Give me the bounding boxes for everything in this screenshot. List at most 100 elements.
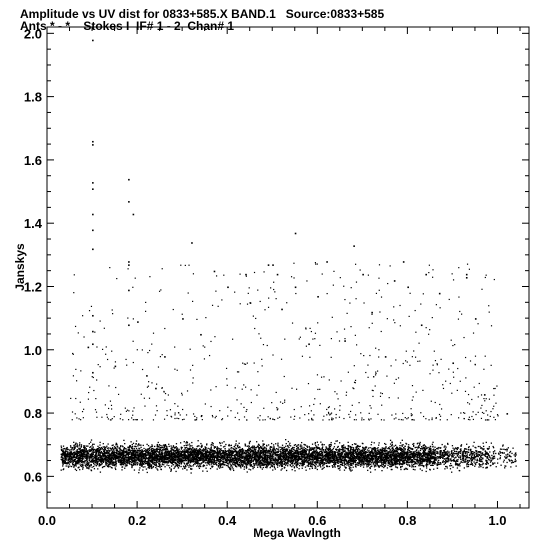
data-point <box>296 453 298 455</box>
data-point <box>79 447 81 450</box>
data-point <box>366 456 368 459</box>
data-point <box>372 448 374 450</box>
data-point <box>345 451 347 453</box>
data-point <box>355 446 357 448</box>
data-point <box>235 453 237 455</box>
data-point <box>81 465 83 468</box>
data-point <box>84 446 86 449</box>
data-point <box>306 458 308 460</box>
data-point <box>230 449 232 451</box>
data-point <box>88 457 90 459</box>
data-point <box>72 463 74 466</box>
data-point <box>369 471 372 473</box>
data-point <box>80 459 82 462</box>
data-point <box>68 449 71 451</box>
data-point <box>80 451 83 453</box>
data-point <box>468 446 470 448</box>
data-point <box>140 457 143 459</box>
data-point <box>262 457 265 460</box>
data-point <box>319 448 321 451</box>
data-point <box>221 449 223 452</box>
data-point <box>462 457 465 460</box>
data-point <box>341 456 343 458</box>
data-point <box>408 456 411 459</box>
data-point <box>333 463 335 466</box>
data-point <box>486 447 489 450</box>
data-point <box>303 455 305 458</box>
data-point <box>318 462 320 464</box>
data-point <box>69 465 71 467</box>
data-point <box>378 442 380 444</box>
data-point <box>251 458 253 460</box>
data-point <box>135 452 137 455</box>
data-point <box>419 441 421 444</box>
data-point <box>262 459 264 461</box>
data-point <box>380 459 383 461</box>
data-point <box>361 464 363 466</box>
data-point <box>284 456 286 458</box>
data-point <box>429 445 432 448</box>
data-point <box>170 453 172 455</box>
data-point <box>122 459 125 461</box>
data-point <box>99 447 102 449</box>
data-point <box>357 453 359 455</box>
data-point <box>175 464 178 466</box>
data-point <box>355 452 358 454</box>
data-point <box>83 454 86 456</box>
data-point <box>329 461 332 463</box>
data-point <box>67 456 69 458</box>
data-point <box>355 447 357 449</box>
data-point <box>261 468 264 470</box>
data-point <box>364 447 366 449</box>
data-point <box>352 452 354 454</box>
data-point <box>432 460 435 463</box>
data-point <box>386 458 388 461</box>
data-point <box>368 464 370 466</box>
data-point <box>373 459 375 461</box>
data-point <box>452 453 454 455</box>
data-point <box>449 462 452 465</box>
data-point <box>157 446 159 448</box>
data-point <box>449 459 451 461</box>
data-point <box>269 456 271 458</box>
data-point <box>148 462 151 464</box>
data-point <box>327 449 330 452</box>
data-point <box>434 463 436 465</box>
data-point <box>122 464 125 466</box>
data-point <box>260 446 262 448</box>
data-point <box>315 467 317 469</box>
data-point <box>65 449 67 451</box>
data-point <box>368 451 371 453</box>
data-point <box>398 449 400 451</box>
data-point <box>155 461 158 463</box>
data-point <box>163 458 166 460</box>
data-point <box>209 450 211 452</box>
data-point <box>414 469 416 471</box>
data-point <box>343 461 346 464</box>
data-point <box>379 456 381 459</box>
data-point <box>491 454 493 457</box>
data-point <box>337 451 339 453</box>
data-point <box>356 456 358 459</box>
data-point <box>457 464 459 467</box>
data-point <box>210 458 212 461</box>
data-point <box>327 452 330 455</box>
data-point <box>281 447 283 449</box>
data-point <box>85 449 88 451</box>
data-point <box>270 457 272 459</box>
data-point <box>74 468 77 470</box>
data-point <box>236 461 239 463</box>
data-point <box>76 445 78 447</box>
data-point <box>131 466 133 469</box>
data-point <box>77 457 79 459</box>
data-point <box>415 458 417 461</box>
data-point <box>475 451 477 453</box>
data-point <box>161 462 164 464</box>
data-point <box>354 461 356 463</box>
data-point <box>235 443 237 445</box>
data-point <box>230 460 232 462</box>
data-point <box>327 459 330 461</box>
data-point <box>443 450 445 452</box>
data-point <box>254 454 256 456</box>
